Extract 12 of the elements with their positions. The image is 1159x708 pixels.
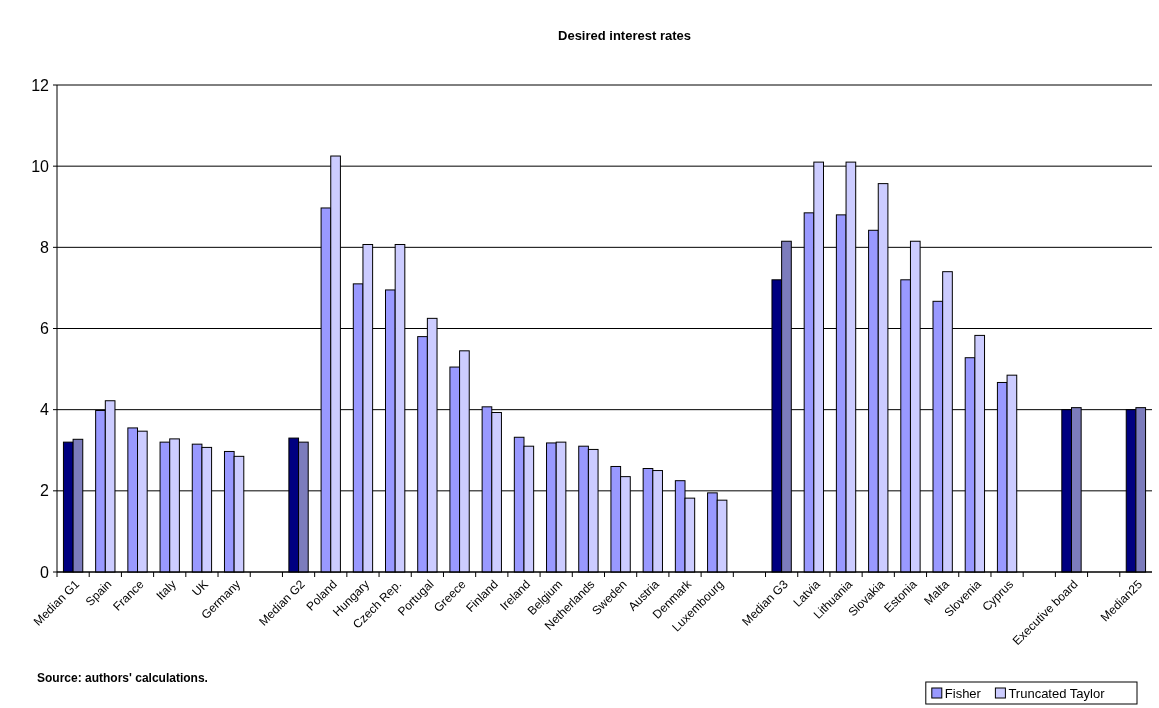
x-tick-label: Italy [153, 577, 179, 603]
y-tick-label: 8 [40, 238, 50, 256]
y-tick-label: 10 [31, 157, 50, 175]
y-tick-label: 2 [40, 482, 50, 500]
legend-label: Fisher [944, 686, 982, 701]
y-tick-label: 4 [40, 401, 50, 419]
chart-title: Desired interest rates [558, 28, 691, 43]
source-note: Source: authors' calculations. [37, 671, 208, 685]
y-tick-label: 6 [40, 320, 50, 338]
y-tick-label: 0 [40, 563, 50, 581]
y-tick-label: 12 [31, 76, 50, 94]
legend-label: Truncated Taylor [1008, 686, 1106, 701]
